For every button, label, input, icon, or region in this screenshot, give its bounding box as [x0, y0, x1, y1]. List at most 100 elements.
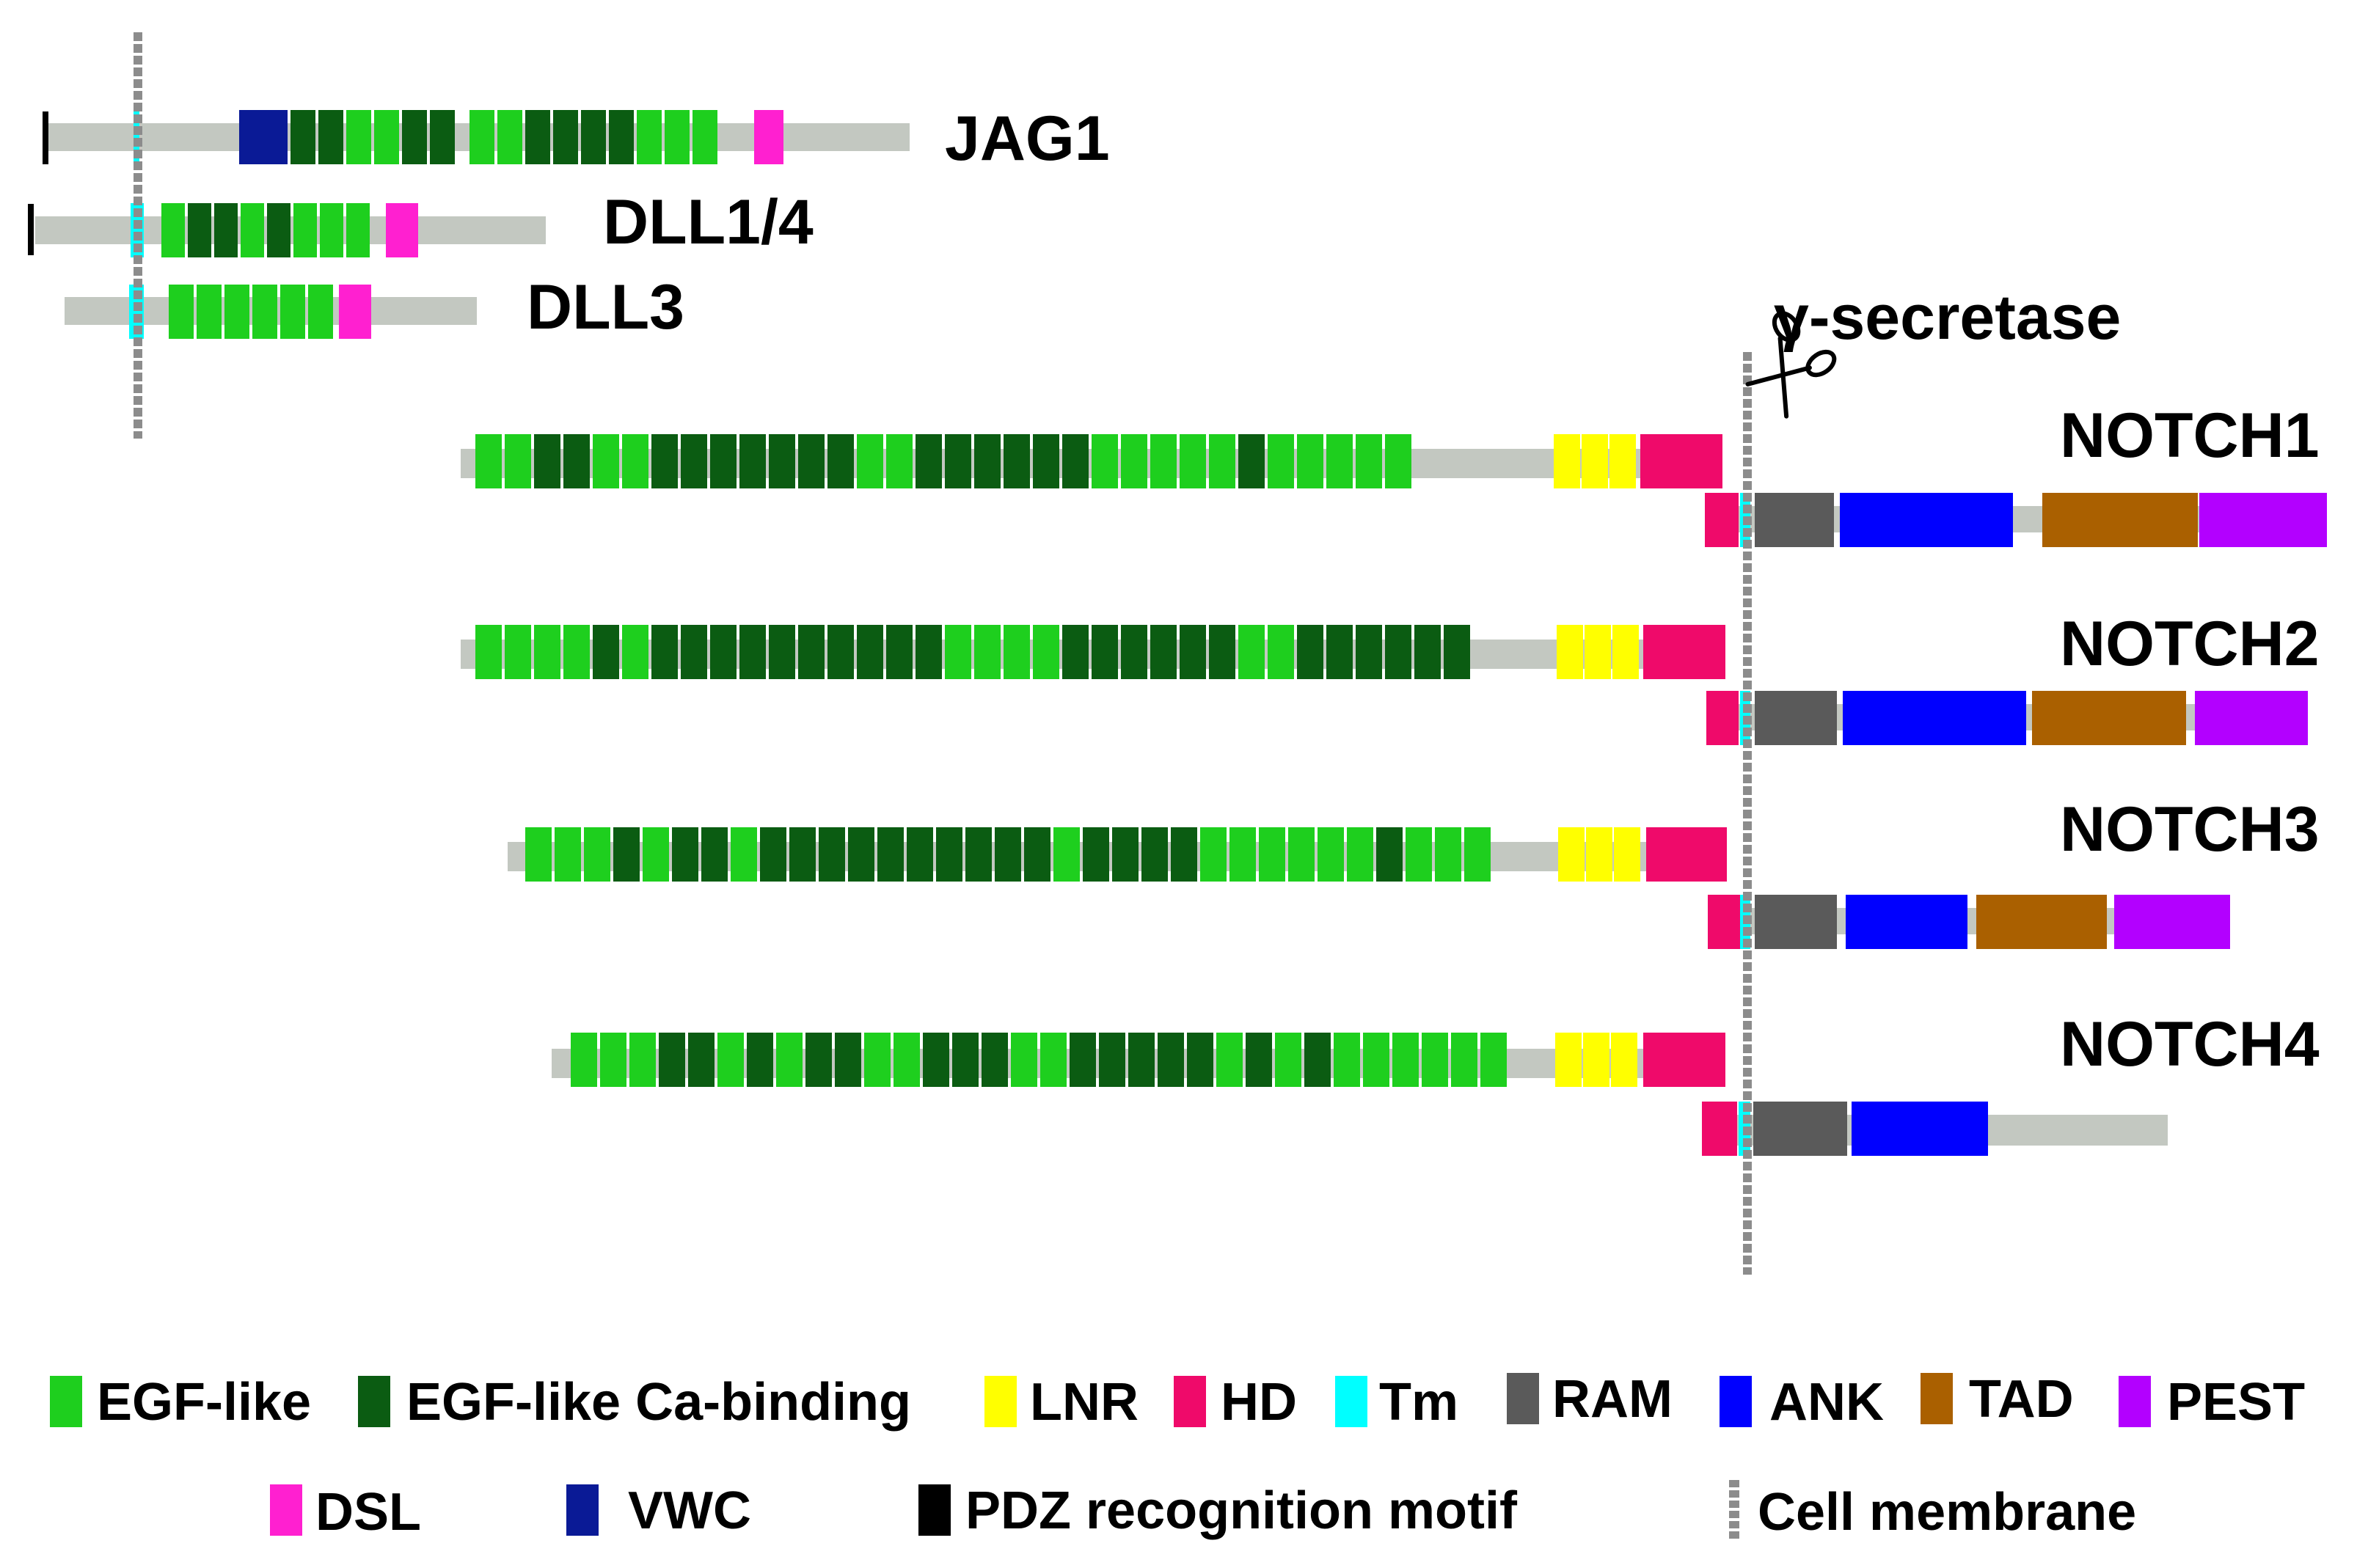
domain-vwc — [239, 110, 288, 164]
domain-egf-ca — [1092, 625, 1118, 679]
domain-row — [525, 827, 1727, 882]
domain-egf — [1347, 827, 1373, 882]
legend-item-pdz: PDZ recognition motif — [918, 1481, 1518, 1540]
scissors-icon — [1745, 311, 1837, 419]
legend-label: DSL — [315, 1483, 421, 1542]
domain-egf-ca — [848, 827, 874, 882]
domain-tad — [2032, 691, 2186, 745]
domain-egf — [1268, 625, 1294, 679]
domain-egf-ca — [827, 434, 854, 488]
domain-egf-ca — [798, 625, 825, 679]
domain-egf — [1464, 827, 1491, 882]
legend-swatch — [1174, 1376, 1206, 1427]
domain-egf — [1392, 1033, 1419, 1087]
domain-egf — [1435, 827, 1461, 882]
legend-swatch — [1921, 1373, 1953, 1424]
domain-egf — [643, 827, 669, 882]
domain-egf-ca — [769, 434, 795, 488]
receptor-label: NOTCH3 — [2060, 794, 2320, 865]
legend-swatch — [1720, 1376, 1752, 1427]
domain-egf — [1053, 827, 1080, 882]
domain-egf — [1422, 1033, 1448, 1087]
domain-egf — [1385, 434, 1411, 488]
domain-tad — [2042, 493, 2198, 547]
domain-egf — [469, 110, 494, 164]
domain-egf — [534, 625, 560, 679]
domain-egf — [1229, 827, 1256, 882]
domain-egf-ca — [402, 110, 427, 164]
domain-egf — [864, 1033, 891, 1087]
domain-egf-ca — [553, 110, 578, 164]
domain-egf — [637, 110, 662, 164]
domain-egf-ca — [1444, 625, 1470, 679]
domain-egf-ca — [819, 827, 845, 882]
domain-egf-ca — [789, 827, 816, 882]
domain-row — [1706, 691, 2308, 745]
domain-egf — [1356, 434, 1382, 488]
domain-egf — [308, 285, 333, 339]
domain-egf-ca — [651, 625, 678, 679]
domain-egf-ca — [965, 827, 992, 882]
domain-egf-ca — [835, 1033, 861, 1087]
legend-label: EGF-like — [97, 1373, 311, 1432]
domain-hd — [1706, 691, 1739, 745]
domain-egf-ca — [563, 434, 590, 488]
domain-egf — [1288, 827, 1315, 882]
ligand-dll1-4: DLL1/4 — [28, 187, 814, 257]
domain-egf-ca — [710, 434, 737, 488]
domain-egf-ca — [886, 625, 913, 679]
domain-egf — [1209, 434, 1235, 488]
domain-egf-ca — [267, 203, 290, 257]
domain-egf-ca — [1062, 625, 1089, 679]
domain-lnr — [1586, 827, 1612, 882]
domain-egf — [169, 285, 194, 339]
legend-swatch — [1335, 1376, 1367, 1427]
domain-egf — [1363, 1033, 1389, 1087]
domain-egf-ca — [739, 434, 766, 488]
domain-egf — [241, 203, 264, 257]
domain-egf — [505, 625, 531, 679]
receptor-label: NOTCH1 — [2060, 400, 2320, 471]
domain-egf — [1451, 1033, 1477, 1087]
ligand-label: DLL3 — [527, 272, 684, 342]
domain-egf-ca — [1171, 827, 1197, 882]
domain-row — [475, 434, 1722, 488]
pdz-motif — [28, 204, 34, 255]
receptor-notch3: NOTCH3 — [508, 794, 2320, 949]
domain-egf — [475, 434, 502, 488]
domain-egf — [293, 203, 317, 257]
domain-egf-ca — [681, 625, 707, 679]
domain-egf — [197, 285, 222, 339]
domain-egf — [894, 1033, 920, 1087]
domain-tad — [1976, 895, 2107, 949]
domain-row — [1708, 895, 2230, 949]
domain-egf — [1238, 625, 1265, 679]
domain-egf — [584, 827, 610, 882]
domain-egf-ca — [805, 1033, 832, 1087]
domain-egf — [1092, 434, 1118, 488]
domain-hd — [1708, 895, 1740, 949]
domain-egf-ca — [1083, 827, 1109, 882]
legend-label: ANK — [1769, 1373, 1884, 1432]
domain-egf — [974, 625, 1001, 679]
legend-label: LNR — [1030, 1373, 1139, 1432]
domain-egf-ca — [430, 110, 455, 164]
domain-egf-ca — [188, 203, 211, 257]
domain-dsl — [754, 110, 783, 164]
domain-row — [571, 1033, 1725, 1087]
domain-egf — [525, 827, 552, 882]
domain-egf-ca — [534, 434, 560, 488]
domain-egf — [252, 285, 277, 339]
domain-egf-ca — [1326, 625, 1353, 679]
domain-egf-ca — [739, 625, 766, 679]
legend-label: EGF-like Ca-binding — [406, 1373, 911, 1432]
domain-egf — [1040, 1033, 1067, 1087]
legend-item-egf: EGF-like — [50, 1373, 311, 1432]
domain-row — [129, 285, 371, 339]
domain-hd — [1643, 625, 1725, 679]
domain-egf — [1011, 1033, 1037, 1087]
domain-egf-ca — [923, 1033, 949, 1087]
domain-egf — [1480, 1033, 1507, 1087]
domain-egf-ca — [681, 434, 707, 488]
legend-swatch — [270, 1484, 302, 1536]
